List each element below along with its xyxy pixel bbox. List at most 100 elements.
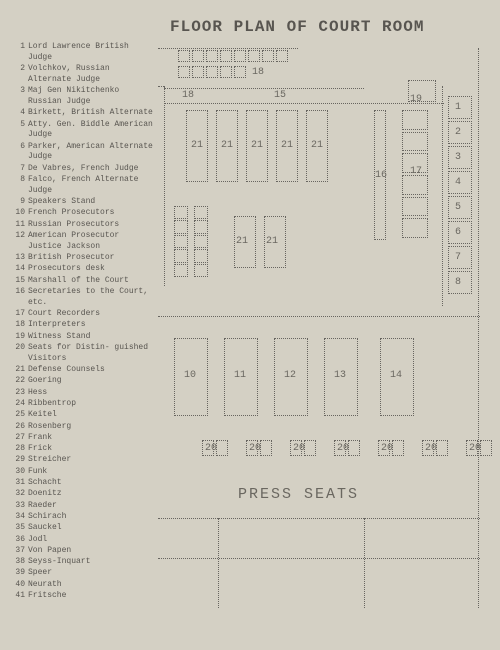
interp-seat	[178, 50, 190, 62]
line	[158, 518, 480, 519]
legend-label: Falco, French Alternate Judge	[28, 175, 154, 197]
legend-label: Raeder	[28, 501, 154, 512]
legend-item: 36Jodl	[14, 535, 154, 546]
legend-num: 32	[14, 489, 28, 500]
line	[442, 86, 443, 306]
legend-item: 21Defense Counsels	[14, 365, 154, 376]
defendant-seat	[174, 235, 188, 248]
defendant-seat	[194, 235, 208, 248]
legend-label: Speer	[28, 568, 154, 579]
legend-item: 27Frank	[14, 433, 154, 444]
legend-num: 22	[14, 376, 28, 387]
defendant-seat	[194, 206, 208, 219]
legend-item: 1Lord Lawrence British Judge	[14, 42, 154, 64]
plan-label: 21	[311, 140, 323, 151]
plan-label: 21	[236, 236, 248, 247]
plan-label: 12	[284, 370, 296, 381]
legend-label: Keitel	[28, 410, 154, 421]
legend-label: Interpreters	[28, 320, 154, 331]
judge-label: 6	[455, 227, 461, 238]
legend-label: Schirach	[28, 512, 154, 523]
judge-label: 4	[455, 177, 461, 188]
visitor-seat	[392, 440, 404, 456]
page: FLOOR PLAN OF COURT ROOM 1Lord Lawrence …	[0, 0, 500, 650]
plan-label: 14	[390, 370, 402, 381]
legend-label: Lord Lawrence British Judge	[28, 42, 154, 64]
legend-item: 11Russian Prosecutors	[14, 220, 154, 231]
line	[218, 518, 219, 608]
legend-label: Hess	[28, 388, 154, 399]
legend-label: Speakers Stand	[28, 197, 154, 208]
interp-seat	[220, 50, 232, 62]
legend-item: 19Witness Stand	[14, 332, 154, 343]
legend-item: 23Hess	[14, 388, 154, 399]
plan-label: 13	[334, 370, 346, 381]
legend-item: 2Volchkov, Russian Alternate Judge	[14, 64, 154, 86]
legend-label: Sauckel	[28, 523, 154, 534]
plan-label: 21	[191, 140, 203, 151]
plan-label: 18	[182, 90, 194, 101]
line	[364, 518, 365, 608]
legend-item: 25Keitel	[14, 410, 154, 421]
legend-label: Russian Prosecutors	[28, 220, 154, 231]
legend-label: Rosenberg	[28, 422, 154, 433]
line	[158, 316, 480, 317]
legend-num: 39	[14, 568, 28, 579]
recorder-seat	[402, 110, 428, 130]
plan-label: 10	[184, 370, 196, 381]
visitor-seat	[216, 440, 228, 456]
interp-seat	[192, 50, 204, 62]
legend-num: 28	[14, 444, 28, 455]
legend-item: 33Raeder	[14, 501, 154, 512]
legend-label: Von Papen	[28, 546, 154, 557]
judge-label: 3	[455, 152, 461, 163]
legend-num: 27	[14, 433, 28, 444]
legend-num: 10	[14, 208, 28, 219]
legend-num: 40	[14, 580, 28, 591]
visitor-seat	[260, 440, 272, 456]
legend-item: 8Falco, French Alternate Judge	[14, 175, 154, 197]
plan-label: 20	[293, 443, 305, 454]
defendant-seat	[194, 249, 208, 262]
legend-num: 20	[14, 343, 28, 365]
legend-item: 6Parker, American Alternate Judge	[14, 142, 154, 164]
legend-label: Goering	[28, 376, 154, 387]
legend-num: 16	[14, 287, 28, 309]
legend-label: Doenitz	[28, 489, 154, 500]
floor-plan: PRESS SEATS 1818151921212121211617123456…	[158, 48, 488, 628]
legend-item: 15Marshall of the Court	[14, 276, 154, 287]
plan-label: 21	[266, 236, 278, 247]
legend-num: 23	[14, 388, 28, 399]
legend-item: 3Maj Gen Nikitchenko Russian Judge	[14, 86, 154, 108]
legend-num: 29	[14, 455, 28, 466]
legend-label: Secretaries to the Court, etc.	[28, 287, 154, 309]
interp-seat	[206, 50, 218, 62]
legend-num: 17	[14, 309, 28, 320]
legend-num: 33	[14, 501, 28, 512]
legend-label: Streicher	[28, 455, 154, 466]
judge-label: 7	[455, 252, 461, 263]
legend-num: 2	[14, 64, 28, 86]
legend-item: 24Ribbentrop	[14, 399, 154, 410]
legend-label: Birkett, British Alternate	[28, 108, 154, 119]
defendant-seat	[174, 249, 188, 262]
legend-item: 16Secretaries to the Court, etc.	[14, 287, 154, 309]
legend-item: 14Prosecutors desk	[14, 264, 154, 275]
interp-seat	[276, 50, 288, 62]
legend-list: 1Lord Lawrence British Judge2Volchkov, R…	[14, 42, 154, 602]
legend-num: 9	[14, 197, 28, 208]
legend-item: 34Schirach	[14, 512, 154, 523]
legend-label: Court Recorders	[28, 309, 154, 320]
legend-item: 12American Prosecutor Justice Jackson	[14, 231, 154, 253]
legend-num: 36	[14, 535, 28, 546]
visitor-seat	[304, 440, 316, 456]
plan-label: 20	[469, 443, 481, 454]
legend-num: 26	[14, 422, 28, 433]
line	[478, 48, 479, 608]
legend-label: Defense Counsels	[28, 365, 154, 376]
interp-seat	[192, 66, 204, 78]
defendant-seat	[194, 264, 208, 277]
judge-label: 8	[455, 277, 461, 288]
legend-num: 41	[14, 591, 28, 602]
recorder-seat	[402, 218, 428, 238]
